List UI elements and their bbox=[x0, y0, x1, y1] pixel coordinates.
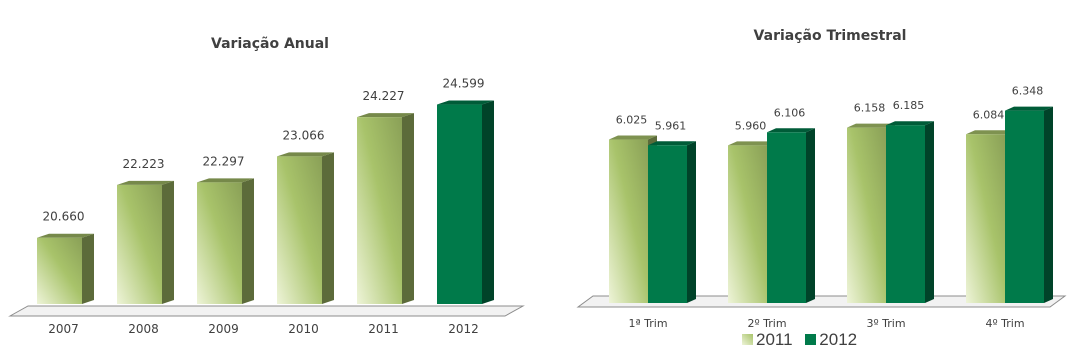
data-label: 6.158 bbox=[854, 102, 886, 115]
data-label: 6.106 bbox=[774, 106, 806, 119]
data-label: 24.227 bbox=[363, 89, 405, 103]
data-label: 6.348 bbox=[1012, 85, 1044, 98]
bar-side bbox=[242, 178, 254, 304]
bar-top bbox=[609, 135, 657, 140]
x-tick-label: 2012 bbox=[448, 322, 479, 336]
bar-front bbox=[1005, 110, 1044, 303]
bar-front bbox=[767, 132, 806, 303]
bar-top bbox=[437, 100, 494, 105]
data-label: 5.960 bbox=[735, 119, 767, 132]
bar-front bbox=[966, 134, 1005, 303]
bar-side bbox=[925, 121, 934, 303]
bar-side bbox=[482, 100, 494, 304]
bar-2011 bbox=[357, 113, 414, 304]
bar-top bbox=[966, 130, 1014, 135]
x-tick-label: 2011 bbox=[368, 322, 399, 336]
annual-chart: Variação Anual 20.660 2007 22.223 2008 22.29… bbox=[8, 36, 525, 336]
data-label: 20.660 bbox=[43, 210, 85, 224]
bar-2007 bbox=[37, 233, 94, 304]
bar-2008 bbox=[117, 180, 174, 304]
bar-top bbox=[197, 178, 254, 183]
bar-top bbox=[767, 128, 815, 133]
data-label: 6.185 bbox=[893, 99, 925, 112]
bar-side bbox=[806, 128, 815, 303]
bar-2012-4 bbox=[1005, 106, 1053, 303]
legend-label: 2012 bbox=[819, 330, 858, 349]
bar-top bbox=[648, 141, 696, 146]
data-label: 23.066 bbox=[283, 128, 325, 142]
quarterly-chart: Variação Trimestral 6.025 5.961 1ª Trim 5.9… bbox=[560, 0, 1072, 363]
data-label: 5.961 bbox=[655, 119, 687, 132]
chart-title: Variação Trimestral bbox=[753, 28, 907, 44]
legend-item-2012: 2012 bbox=[805, 330, 857, 349]
data-label: 6.084 bbox=[973, 108, 1005, 121]
bar-front bbox=[437, 104, 482, 304]
bar-front bbox=[648, 145, 687, 303]
bar-front bbox=[609, 139, 648, 303]
legend-item-2011: 2011 bbox=[742, 330, 793, 349]
chart-title: Variação Anual bbox=[211, 36, 329, 52]
data-label: 24.599 bbox=[443, 77, 485, 91]
x-tick-label: 4º Trim bbox=[985, 317, 1024, 330]
bar-front bbox=[886, 125, 925, 303]
data-label: 22.297 bbox=[203, 154, 245, 168]
bar-top bbox=[847, 123, 895, 128]
bar-front bbox=[37, 237, 82, 304]
bar-top bbox=[357, 113, 414, 118]
bar-front bbox=[197, 182, 242, 304]
bar-side bbox=[687, 141, 696, 303]
bar-front bbox=[277, 156, 322, 304]
plot-floor bbox=[576, 295, 1067, 308]
data-label: 6.025 bbox=[616, 114, 648, 127]
bar-2009 bbox=[197, 178, 254, 304]
bar-top bbox=[117, 180, 174, 185]
bar-front bbox=[728, 145, 767, 303]
bar-top bbox=[1005, 106, 1053, 111]
bar-top bbox=[728, 141, 776, 146]
data-label: 22.223 bbox=[123, 157, 165, 171]
x-tick-label: 2009 bbox=[208, 322, 239, 336]
quarterly-chart-plot: 6.025 5.961 1ª Trim 5.960 6.106 2º Trim 6.158 6… bbox=[576, 85, 1067, 330]
plot-floor bbox=[8, 305, 525, 317]
bar-side bbox=[402, 113, 414, 304]
bar-side bbox=[162, 180, 174, 304]
legend-swatch bbox=[742, 334, 753, 345]
bar-top bbox=[886, 121, 934, 126]
legend-swatch bbox=[805, 334, 817, 345]
x-tick-label: 2008 bbox=[128, 322, 159, 336]
x-tick-label: 2007 bbox=[48, 322, 79, 336]
bar-2012-1 bbox=[648, 141, 696, 303]
bar-side bbox=[322, 152, 334, 304]
legend: 2011 2012 bbox=[742, 330, 865, 350]
bar-side bbox=[82, 233, 94, 304]
x-tick-label: 1ª Trim bbox=[628, 317, 667, 330]
bar-2012 bbox=[437, 100, 494, 304]
bar-side bbox=[1044, 106, 1053, 303]
bar-2012-3 bbox=[886, 121, 934, 303]
bar-2012-2 bbox=[767, 128, 815, 303]
bar-top bbox=[277, 152, 334, 157]
x-tick-label: 2010 bbox=[288, 322, 319, 336]
bar-front bbox=[847, 127, 886, 303]
bar-front bbox=[117, 184, 162, 304]
x-tick-label: 2º Trim bbox=[747, 317, 786, 330]
bar-2010 bbox=[277, 152, 334, 304]
bar-front bbox=[357, 117, 402, 304]
annual-chart-plot: 20.660 2007 22.223 2008 22.297 2009 23.066 2010… bbox=[8, 77, 525, 336]
bar-top bbox=[37, 233, 94, 238]
legend-label: 2011 bbox=[756, 330, 793, 349]
x-tick-label: 3º Trim bbox=[866, 317, 905, 330]
